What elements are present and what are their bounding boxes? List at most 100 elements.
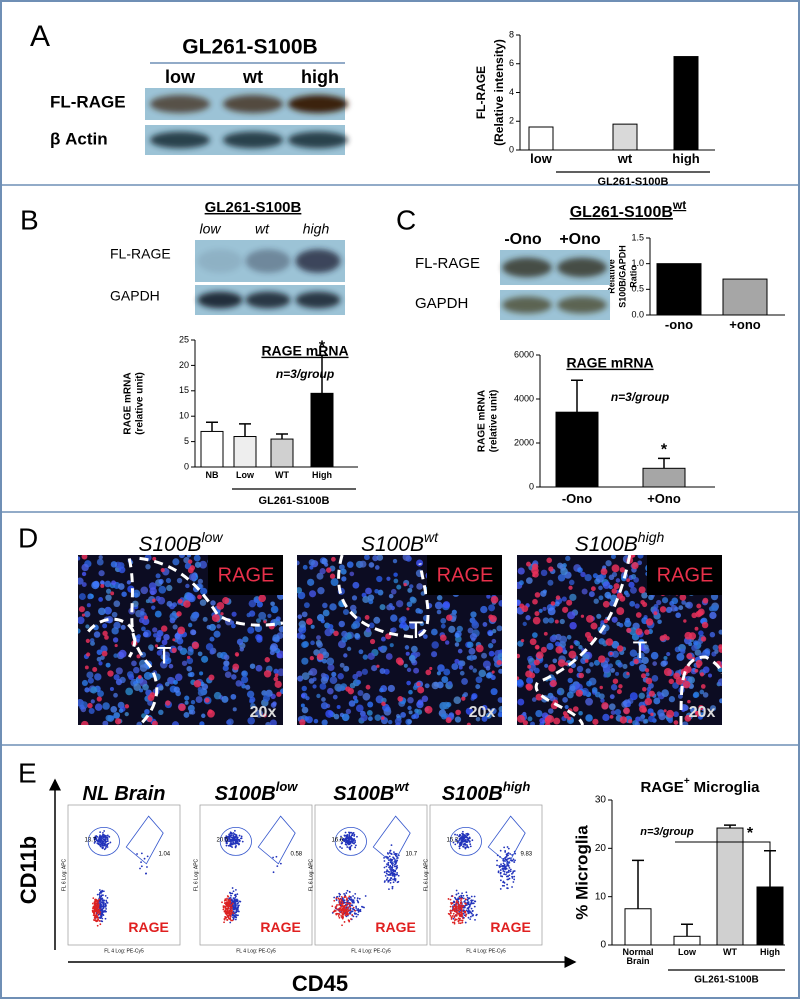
event	[99, 895, 101, 897]
rage-cell	[365, 615, 370, 620]
nucleus	[341, 636, 347, 642]
nucleus	[676, 653, 684, 661]
nucleus	[350, 683, 356, 689]
event	[389, 866, 391, 868]
event	[99, 909, 101, 911]
nucleus	[102, 623, 107, 628]
nucleus	[662, 597, 668, 603]
event	[100, 907, 102, 909]
y-axis-label: (Relative intensity)	[492, 39, 506, 146]
blot-band	[296, 292, 341, 309]
event	[459, 847, 461, 849]
nucleus	[517, 699, 524, 706]
event	[450, 912, 452, 914]
rage-cell	[417, 686, 424, 693]
rage-cell	[683, 681, 691, 689]
event	[349, 891, 351, 893]
rage-cell	[306, 618, 313, 625]
event	[451, 917, 453, 919]
event	[226, 905, 228, 907]
rage-cell	[79, 606, 85, 612]
rage-cell	[697, 664, 701, 668]
event	[460, 912, 462, 914]
nucleus	[416, 583, 423, 590]
nucleus	[366, 627, 371, 632]
event	[338, 898, 340, 900]
event	[395, 855, 397, 857]
gate-value: 16.6	[332, 838, 344, 844]
nucleus	[448, 626, 455, 633]
nucleus	[303, 565, 308, 570]
rage-cell	[700, 672, 704, 676]
nucleus	[199, 671, 203, 675]
nucleus	[453, 696, 461, 704]
event	[512, 881, 514, 883]
event	[236, 838, 238, 840]
nucleus	[145, 564, 150, 569]
x-tick-label: +Ono	[639, 492, 689, 506]
nucleus	[198, 651, 203, 656]
nucleus	[367, 710, 373, 716]
blot-band	[223, 132, 283, 149]
event	[509, 878, 511, 880]
nucleus	[518, 568, 525, 575]
event	[97, 894, 99, 896]
nucleus	[192, 612, 199, 619]
x-tick-label: WT	[710, 948, 750, 957]
nucleus	[386, 577, 390, 581]
event	[395, 868, 397, 870]
nucleus	[302, 686, 307, 691]
event	[350, 903, 352, 905]
nucleus	[388, 685, 395, 692]
event	[459, 905, 461, 907]
rage-cell	[535, 645, 540, 650]
nucleus	[586, 668, 591, 673]
rage-cell	[701, 684, 706, 689]
lane-label: high	[301, 67, 339, 87]
nucleus	[299, 621, 306, 628]
event	[506, 868, 508, 870]
event	[510, 870, 512, 872]
event	[386, 863, 388, 865]
event	[384, 871, 386, 873]
event	[92, 903, 94, 905]
event	[345, 838, 347, 840]
event	[232, 842, 234, 844]
rage-cell	[107, 670, 113, 676]
rage-cell	[317, 653, 324, 660]
nucleus	[185, 584, 189, 588]
event	[455, 914, 457, 916]
stain-label: RAGE	[218, 564, 275, 586]
event	[136, 853, 138, 855]
event	[340, 906, 342, 908]
nucleus	[560, 568, 568, 576]
rage-cell	[161, 568, 165, 572]
nucleus	[142, 684, 149, 691]
event	[235, 902, 237, 904]
flow-y-label: CD11b	[16, 836, 41, 904]
event	[101, 843, 103, 845]
nucleus	[423, 634, 428, 639]
rage-cell	[276, 692, 281, 697]
chart-note: n=3/group	[611, 390, 669, 404]
nucleus	[321, 677, 328, 684]
nucleus	[102, 702, 110, 710]
event	[96, 915, 98, 917]
event	[392, 864, 394, 866]
nucleus	[111, 561, 118, 568]
nucleus	[177, 646, 182, 651]
rage-cell	[310, 656, 314, 660]
panel-label: E	[18, 757, 37, 788]
event	[513, 861, 515, 863]
lane-label: high	[303, 221, 330, 237]
nucleus	[604, 592, 611, 599]
event	[500, 888, 502, 890]
nucleus	[585, 714, 593, 722]
blot-title: GL261-S100B	[205, 199, 302, 216]
nucleus	[498, 712, 503, 717]
rage-cell	[192, 642, 199, 649]
rage-cell	[534, 611, 539, 616]
y-axis-label: S100B/GAPDH	[617, 245, 627, 308]
nucleus	[400, 621, 407, 628]
rage-cell	[649, 691, 655, 697]
